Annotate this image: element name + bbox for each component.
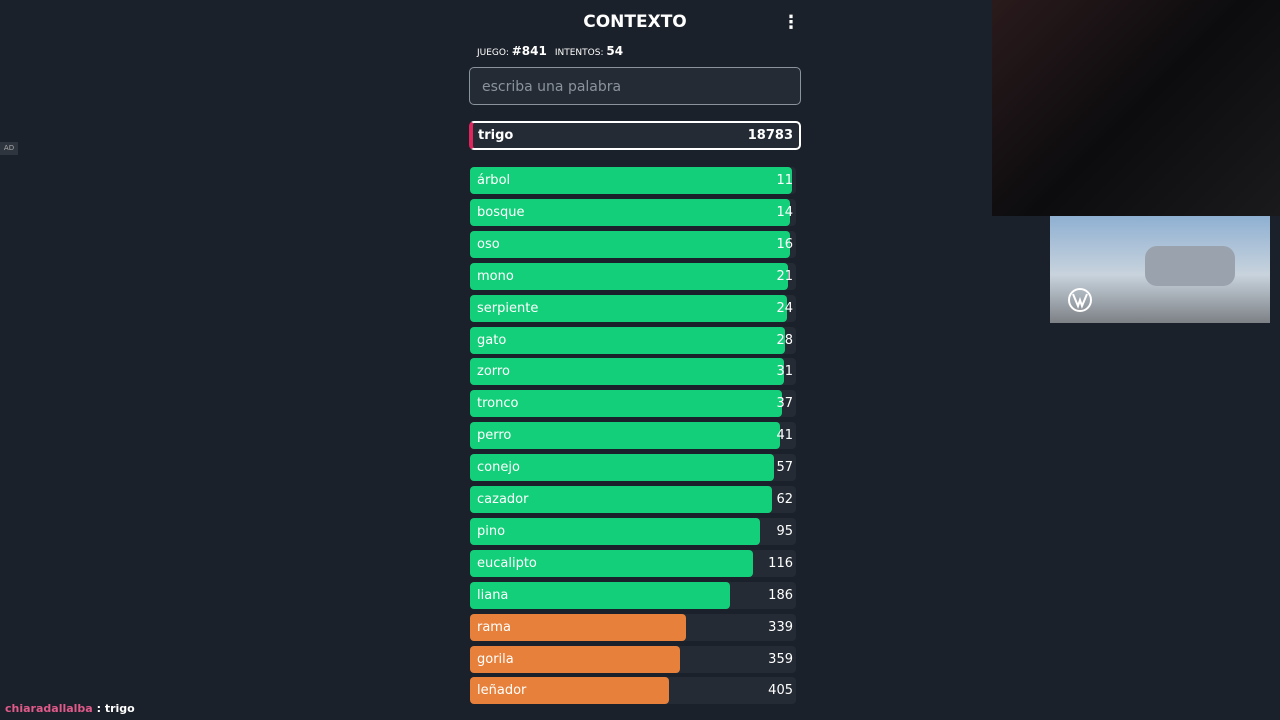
guess-row: árbol 11 xyxy=(470,167,796,194)
guess-rank: 41 xyxy=(776,428,793,444)
guess-rank: 116 xyxy=(768,555,793,571)
guess-bar xyxy=(470,486,773,513)
ad-badge: AD xyxy=(0,142,18,155)
guess-row: tronco 37 xyxy=(470,390,796,418)
guess-row: leñador 405 xyxy=(470,677,796,705)
last-rank: 18783 xyxy=(747,128,793,143)
guess-row: mono 21 xyxy=(470,262,796,290)
word-input[interactable]: escriba una palabra xyxy=(469,67,801,105)
guess-rank: 62 xyxy=(776,492,793,507)
guess-row: bosque 14 xyxy=(470,198,796,226)
guess-bar xyxy=(470,358,784,386)
guess-rank: 339 xyxy=(768,619,793,635)
guess-row: conejo 57 xyxy=(470,454,796,482)
guess-rank: 11 xyxy=(776,173,793,188)
guess-row: perro 41 xyxy=(470,422,796,450)
guess-bar xyxy=(470,454,775,482)
guess-word: zorro xyxy=(477,364,510,380)
guess-row: rama 339 xyxy=(470,613,796,641)
guess-word: bosque xyxy=(477,204,525,220)
guess-bar xyxy=(470,517,761,545)
menu-button[interactable]: ⋮ xyxy=(782,12,800,33)
guess-row: pino 95 xyxy=(470,517,796,545)
chat-message: trigo xyxy=(104,702,135,715)
guess-word: gato xyxy=(477,332,507,348)
guess-word: perro xyxy=(477,428,512,444)
guess-word: conejo xyxy=(477,460,520,476)
guess-rank: 21 xyxy=(776,268,793,284)
guess-word: mono xyxy=(477,268,514,284)
guess-word: gorila xyxy=(477,651,514,667)
guess-row: cazador 62 xyxy=(470,486,796,513)
guess-word: árbol xyxy=(477,173,511,188)
game-number: #841 xyxy=(511,44,547,58)
guess-bar xyxy=(470,198,791,226)
guess-rank: 16 xyxy=(776,236,793,252)
ad-image xyxy=(1068,246,1235,312)
guess-rank: 37 xyxy=(776,396,793,412)
guess-rank: 405 xyxy=(768,683,793,699)
guess-bar xyxy=(470,262,788,290)
chat-separator: : xyxy=(96,702,101,715)
guess-row: serpiente 24 xyxy=(470,294,796,322)
guess-rank: 186 xyxy=(768,587,793,603)
guess-rank: 24 xyxy=(776,300,793,316)
guess-word: oso xyxy=(477,236,500,252)
guess-bar xyxy=(470,581,730,609)
guess-bar xyxy=(470,422,781,450)
guess-bar xyxy=(470,294,787,322)
guess-bar xyxy=(470,645,681,673)
guess-row: zorro 31 xyxy=(470,358,796,386)
guess-row: eucalipto 116 xyxy=(470,549,796,577)
guess-rank: 57 xyxy=(776,460,793,476)
guess-rank: 359 xyxy=(768,651,793,667)
guess-row: gato 28 xyxy=(470,326,796,354)
last-word: trigo xyxy=(478,128,514,143)
attempts: 54 xyxy=(606,44,624,58)
guess-rank: 31 xyxy=(776,364,793,380)
last-guess: trigo 18783 xyxy=(469,121,801,150)
guess-bar xyxy=(470,326,786,354)
title: CONTEXTO xyxy=(583,12,687,32)
guess-bar xyxy=(470,390,782,418)
guess-row: gorila 359 xyxy=(470,645,796,673)
guess-word: rama xyxy=(477,619,511,635)
guess-rank: 95 xyxy=(776,523,793,539)
guess-word: leñador xyxy=(477,683,527,699)
guess-bar xyxy=(470,613,686,641)
guess-bar xyxy=(470,677,669,705)
guess-rank: 14 xyxy=(776,204,793,220)
guess-word: eucalipto xyxy=(477,555,537,571)
guess-word: tronco xyxy=(477,396,519,412)
guess-word: pino xyxy=(477,523,506,539)
guess-bar xyxy=(470,549,753,577)
webcam xyxy=(992,0,1280,216)
guess-word: liana xyxy=(477,587,509,603)
game-label: JUEGO: xyxy=(477,48,509,58)
guess-row: liana 186 xyxy=(470,581,796,609)
guess-rank: 28 xyxy=(776,332,793,348)
chat-user: chiaradallalba xyxy=(5,702,93,715)
guess-row: oso 16 xyxy=(470,230,796,258)
guess-bar xyxy=(470,230,790,258)
guess-word: cazador xyxy=(477,492,529,507)
chat-line: chiaradallalba : trigo xyxy=(5,702,135,715)
guess-word: serpiente xyxy=(477,300,539,316)
guess-bar xyxy=(470,167,792,194)
attempts-label: INTENTOS: xyxy=(554,48,604,58)
game-meta: JUEGO: #841 INTENTOS: 54 xyxy=(477,44,631,58)
ad-banner[interactable] xyxy=(1050,216,1270,323)
